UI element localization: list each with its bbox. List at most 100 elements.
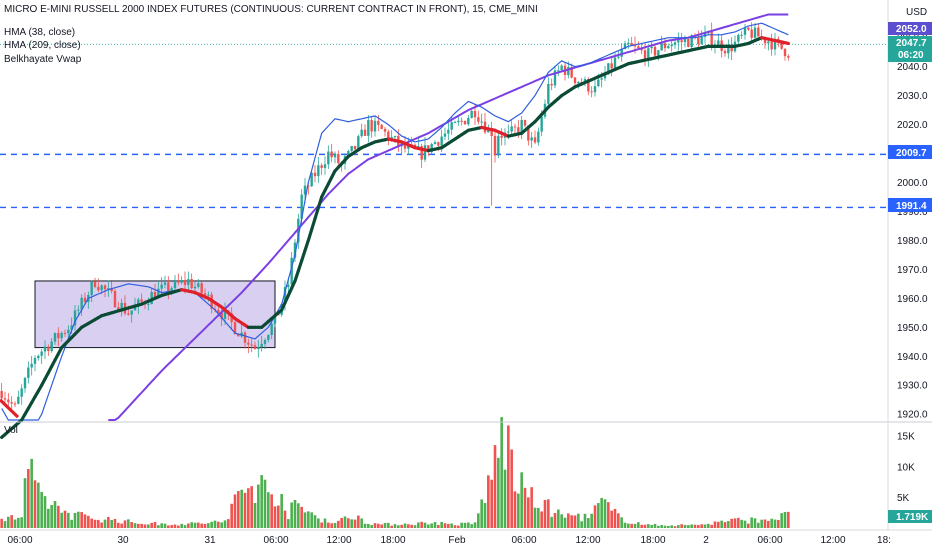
candle-body (430, 143, 433, 153)
candle-body (630, 42, 633, 46)
volume-bar (143, 524, 147, 528)
volume-bar (573, 515, 577, 528)
candle-body (50, 341, 53, 352)
volume-bar (710, 524, 713, 528)
volume-bar (480, 499, 483, 528)
candle-body (597, 79, 600, 87)
volume-panel[interactable] (0, 417, 790, 528)
candle-body (203, 293, 207, 296)
volume-bar (520, 472, 523, 528)
volume-bar (307, 511, 310, 528)
candle-body (403, 143, 407, 149)
volume-bar (687, 525, 690, 528)
price-tick-label: 1940.0 (897, 352, 928, 363)
volume-bar (773, 519, 777, 528)
candle-body (170, 288, 173, 292)
candle-body (763, 37, 767, 44)
price-panel[interactable] (0, 13, 888, 439)
price-tick-label: 1960.0 (897, 294, 928, 305)
candle-body (747, 27, 750, 30)
candle-body (530, 137, 533, 141)
volume-bar (240, 489, 243, 528)
candle-body (17, 396, 20, 404)
candle-body (357, 136, 360, 150)
volume-bar (233, 494, 237, 528)
volume-bar (33, 480, 37, 528)
volume-bar (193, 522, 197, 528)
volume-bar (250, 486, 253, 528)
volume-bar (653, 523, 657, 528)
volume-bar (570, 515, 573, 528)
volume-bar (683, 524, 687, 528)
volume-bar (320, 522, 323, 528)
indicator-vwap-label[interactable]: Belkhayate Vwap (4, 54, 82, 65)
volume-bar (7, 516, 10, 528)
volume-bar (420, 521, 423, 528)
volume-bar (507, 425, 510, 528)
candle-body (13, 403, 17, 405)
candle-body (200, 283, 203, 294)
volume-bar (753, 518, 757, 528)
volume-bar (370, 525, 373, 528)
volume-bar (397, 525, 400, 528)
volume-bar (387, 522, 390, 528)
volume-bar (363, 523, 367, 528)
candle-body (567, 66, 570, 76)
candle-body (73, 310, 77, 326)
volume-bar (237, 491, 240, 528)
candle-body (603, 74, 607, 79)
candle-body (650, 46, 653, 49)
indicator-hma-38-label[interactable]: HMA (38, close) (4, 27, 75, 38)
volume-bar (453, 525, 457, 528)
candle-body (590, 91, 593, 93)
vwap-line (1, 22, 789, 421)
volume-bar (207, 523, 210, 528)
volume-bar (607, 502, 610, 528)
candle-body (680, 40, 683, 43)
candle-body (427, 145, 430, 153)
volume-bar (77, 511, 80, 528)
last-price-text: 2047.7 (896, 38, 927, 49)
candle-body (673, 42, 677, 45)
hma-38-segment (310, 217, 317, 232)
candle-body (750, 29, 753, 38)
volume-bar (380, 524, 383, 528)
candle-body (470, 110, 473, 118)
currency-label[interactable]: USD (906, 7, 927, 18)
time-tick-label: 12:00 (575, 535, 600, 546)
price-tick-label: 1920.0 (897, 410, 928, 421)
time-tick-label: 18: (877, 535, 891, 546)
candle-body (623, 43, 627, 50)
volume-bar (93, 519, 97, 528)
candle-body (507, 131, 510, 133)
volume-bar (0, 518, 3, 528)
indicator-hma-209-label[interactable]: HMA (209, close) (4, 40, 81, 51)
volume-title[interactable]: Vol (4, 425, 18, 436)
candle-body (273, 314, 277, 324)
candle-body (373, 120, 377, 132)
price-tick-label: 2000.0 (897, 178, 928, 189)
candle-body (780, 41, 783, 49)
volume-bar (670, 525, 673, 528)
volume-axis[interactable]: 15K 10K 5K (897, 432, 915, 504)
volume-bar (227, 519, 230, 528)
volume-bar (83, 514, 87, 528)
candle-body (320, 165, 323, 168)
candle-body (37, 355, 40, 359)
volume-bar (430, 523, 433, 528)
volume-bar (513, 491, 517, 528)
volume-bar (693, 524, 697, 528)
volume-bar (727, 521, 730, 528)
candle-body (173, 279, 177, 289)
volume-bar (493, 445, 497, 528)
volume-bar (113, 518, 117, 528)
candle-body (163, 282, 167, 285)
volume-bar (463, 522, 467, 528)
volume-bar (303, 512, 307, 528)
candle-body (670, 44, 673, 47)
time-axis[interactable]: 06:00 30 31 06:00 12:00 18:00 Feb 06:00 12:00 18:… (7, 535, 890, 546)
candle-body (283, 287, 287, 304)
volume-bar (580, 521, 583, 528)
volume-bar (53, 501, 57, 528)
